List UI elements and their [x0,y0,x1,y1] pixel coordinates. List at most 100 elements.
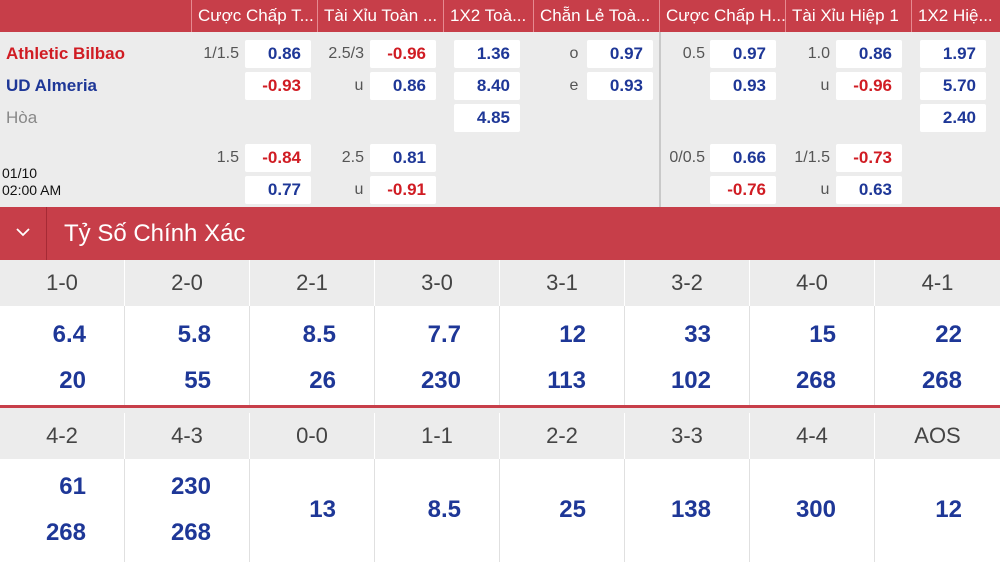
odds-cell[interactable]: 0.86 [836,40,902,68]
score-label: 3-0 [375,260,500,306]
score-odds[interactable]: 12 [559,321,586,348]
draw-label: Hòa [6,108,38,127]
score-odds[interactable]: 102 [670,367,711,394]
odds-cell[interactable]: 0.97 [587,40,653,68]
chevron-down-icon [16,228,30,237]
odds-cell[interactable]: 0.81 [370,144,436,172]
header-handicap-h1[interactable]: Cược Chấp H... [660,0,786,32]
score-odds[interactable]: 138 [670,496,711,523]
score-odds[interactable]: 5.8 [177,321,211,348]
odds-cell[interactable]: 0.66 [710,144,776,172]
score-odds[interactable]: 230 [420,367,461,394]
score-odds[interactable]: 15 [809,321,836,348]
away-team-name[interactable]: UD Almeria [6,76,98,95]
score-cell: 4-3 230 268 [125,413,250,562]
score-odds[interactable]: 22 [935,321,962,348]
match-time: 02:00 AM [2,182,62,198]
score-odds[interactable]: 33 [684,321,711,348]
score-odds[interactable]: 6.4 [52,321,86,348]
score-odds[interactable]: 20 [59,367,86,394]
header-1x2-h1[interactable]: 1X2 Hiệ... [912,0,1000,32]
odds-cell[interactable]: -0.93 [245,72,311,100]
score-cell: 2-0 5.8 55 [125,260,250,406]
odds-cell[interactable]: 2.40 [920,104,986,132]
home-team-name[interactable]: Athletic Bilbao [6,44,126,63]
row-divider [0,405,1000,413]
under-label: u [820,77,830,94]
score-cell: 4-1 22 268 [875,260,1000,406]
odds-cell[interactable]: 1.97 [920,40,986,68]
ou-ft-line-2: 2.5 [341,149,364,166]
score-grid-row-2: 4-2 61 268 4-3 230 268 0-0 13 1-1 8.5 2-… [0,413,1000,562]
score-odds[interactable]: 268 [795,367,836,394]
odds-cell[interactable]: 0.93 [587,72,653,100]
score-label: 2-2 [500,413,625,459]
score-odds[interactable]: 13 [309,496,336,523]
ou-h1-line-2: 1/1.5 [794,149,830,166]
score-odds[interactable]: 268 [170,519,211,546]
odds-cell[interactable]: 5.70 [920,72,986,100]
score-odds[interactable]: 300 [795,496,836,523]
score-odds[interactable]: 8.5 [427,496,461,523]
odds-cell[interactable]: -0.91 [370,176,436,204]
even-label: e [569,77,579,94]
odd-label: o [569,45,579,62]
under-label: u [820,181,830,198]
odds-cell[interactable]: -0.84 [245,144,311,172]
score-cell: 3-1 12 113 [500,260,625,406]
odds-cell[interactable]: 0.86 [245,40,311,68]
score-odds[interactable]: 55 [184,367,211,394]
ou-ft-line-1: 2.5/3 [328,45,364,62]
collapse-toggle-button[interactable] [0,207,47,260]
header-odd-even-ft[interactable]: Chẵn Lẻ Toà... [534,0,660,32]
score-odds[interactable]: 113 [547,367,586,394]
score-odds[interactable]: 25 [559,496,586,523]
odds-cell[interactable]: -0.96 [370,40,436,68]
score-label: 3-1 [500,260,625,306]
score-label: 2-0 [125,260,250,306]
odds-cell[interactable]: -0.73 [836,144,902,172]
header-1x2-ft[interactable]: 1X2 Toà... [444,0,534,32]
header-over-under-h1[interactable]: Tài Xỉu Hiệp 1 [786,0,912,32]
score-odds[interactable]: 7.7 [427,321,461,348]
score-cell: 4-0 15 268 [750,260,875,406]
score-odds[interactable]: 268 [921,367,962,394]
match-date: 01/10 [2,165,38,181]
score-odds[interactable]: 268 [45,519,86,546]
odds-cell[interactable]: 8.40 [454,72,520,100]
hcp-ft-line-2: 1.5 [216,149,239,166]
odds-cell[interactable]: 0.77 [245,176,311,204]
hcp-ft-line-1: 1/1.5 [203,45,239,62]
odds-cell[interactable]: 4.85 [454,104,520,132]
score-label: 4-4 [750,413,875,459]
section-title: Tỷ Số Chính Xác [64,220,246,247]
score-label: 1-1 [375,413,500,459]
odds-cell[interactable]: 1.36 [454,40,520,68]
score-label: 1-0 [0,260,125,306]
score-odds[interactable]: 12 [935,496,962,523]
odds-cell[interactable]: -0.76 [710,176,776,204]
header-handicap-ft[interactable]: Cược Chấp T... [192,0,318,32]
score-odds[interactable]: 61 [59,473,86,500]
score-cell: 3-0 7.7 230 [375,260,500,406]
score-cell: 1-1 8.5 [375,413,500,562]
correct-score-section-bar: Tỷ Số Chính Xác [0,207,1000,260]
odds-cell[interactable]: 0.93 [710,72,776,100]
header-over-under-ft[interactable]: Tài Xỉu Toàn ... [318,0,444,32]
score-label: 4-3 [125,413,250,459]
score-odds[interactable]: 8.5 [302,321,336,348]
score-cell: 4-4 300 [750,413,875,562]
odds-cell[interactable]: -0.96 [836,72,902,100]
under-label: u [354,181,364,198]
odds-cell[interactable]: 0.86 [370,72,436,100]
score-label: 2-1 [250,260,375,306]
score-odds[interactable]: 26 [309,367,336,394]
odds-cell[interactable]: 0.97 [710,40,776,68]
score-label: 4-2 [0,413,125,459]
hcp-h1-line-1: 0.5 [682,45,705,62]
score-cell: 1-0 6.4 20 [0,260,125,406]
odds-cell[interactable]: 0.63 [836,176,902,204]
score-label: 4-0 [750,260,875,306]
score-odds[interactable]: 230 [170,473,211,500]
score-label: 3-3 [625,413,750,459]
